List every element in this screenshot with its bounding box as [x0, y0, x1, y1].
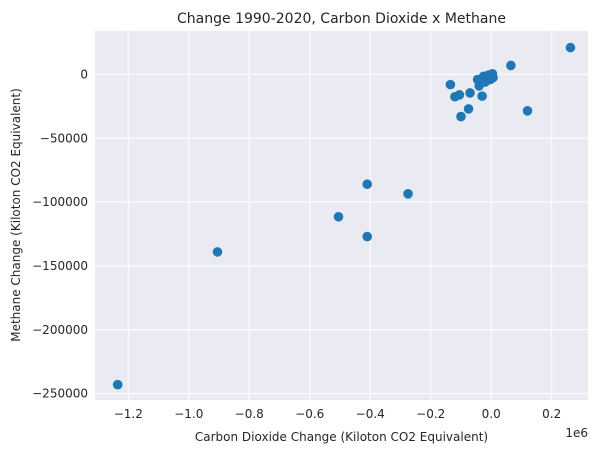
data-point: [488, 72, 498, 83]
data-point: [522, 106, 533, 116]
data-point: [445, 79, 456, 90]
data-point: [333, 211, 344, 222]
x-tick-label: −1.2: [114, 407, 143, 421]
y-tick-label: −200000: [32, 323, 88, 337]
chart-title: Change 1990-2020, Carbon Dioxide x Metha…: [177, 11, 506, 27]
data-point: [454, 90, 465, 100]
y-tick-label: −150000: [32, 259, 88, 273]
x-tick-label: −0.6: [295, 407, 324, 421]
data-point: [477, 91, 487, 101]
data-point: [112, 379, 123, 390]
data-point: [565, 42, 576, 53]
y-tick-label: 0: [80, 67, 88, 81]
data-point: [456, 111, 466, 122]
data-points: [112, 42, 576, 390]
x-tick-label: 0.0: [482, 407, 501, 421]
data-point: [212, 247, 223, 257]
y-tick-label: −50000: [40, 131, 88, 145]
data-point: [506, 60, 516, 71]
x-tick-labels: −1.2 −1.0 −0.8 −0.6 −0.4 −0.2 0.0 0.2: [114, 407, 562, 421]
data-point: [403, 188, 413, 199]
x-tick-label: −1.0: [174, 407, 203, 421]
data-point: [362, 231, 373, 242]
y-tick-label: −250000: [32, 387, 88, 401]
grid-lines: [95, 31, 588, 400]
data-point: [362, 179, 373, 190]
x-tick-label: −0.4: [356, 407, 385, 421]
x-tick-label: 0.2: [542, 407, 561, 421]
y-tick-labels: 0 −50000 −100000 −150000 −200000 −250000: [32, 67, 88, 400]
x-tick-label: −0.2: [416, 407, 445, 421]
y-tick-label: −100000: [32, 195, 88, 209]
x-offset-label: 1e6: [565, 426, 588, 440]
data-point: [465, 88, 475, 98]
x-axis-label: Carbon Dioxide Change (Kiloton CO2 Equiv…: [195, 430, 488, 444]
y-axis-label: Methane Change (Kiloton CO2 Equivalent): [9, 88, 23, 342]
x-tick-label: −0.8: [235, 407, 264, 421]
data-point: [463, 104, 474, 114]
